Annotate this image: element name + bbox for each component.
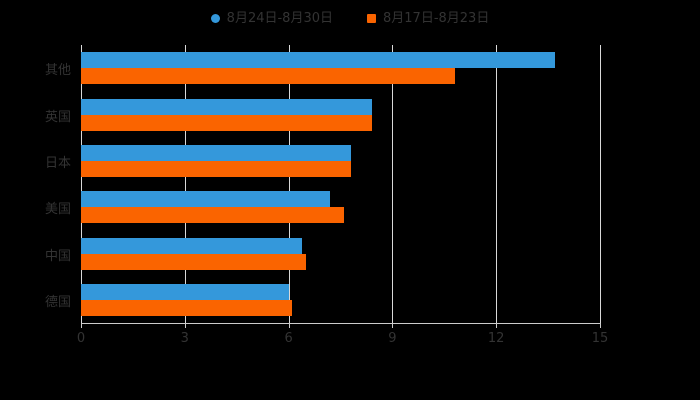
legend-label-series-1: 8月17日-8月23日 bbox=[383, 10, 490, 26]
gridline-x-3 bbox=[184, 45, 186, 323]
bar[interactable] bbox=[81, 160, 351, 177]
x-tick-label: 3 bbox=[180, 331, 189, 346]
bar[interactable] bbox=[81, 253, 306, 270]
legend-item-series-0[interactable]: 8月24日-8月30日 bbox=[210, 10, 333, 26]
gridline-x-15 bbox=[600, 45, 601, 323]
x-tick-label: 15 bbox=[591, 331, 609, 346]
gridline-x-9 bbox=[392, 45, 394, 323]
x-tick-label: 0 bbox=[76, 331, 86, 346]
legend-circle-marker-icon bbox=[210, 13, 220, 23]
y-axis-category-label: 其他 bbox=[44, 63, 71, 79]
bar[interactable] bbox=[81, 144, 351, 161]
legend-item-series-1[interactable]: 8月17日-8月23日 bbox=[367, 12, 489, 25]
x-tick-mark-0 bbox=[81, 323, 82, 328]
gridline-x-12 bbox=[496, 45, 498, 323]
x-tick-label: 12 bbox=[487, 331, 505, 346]
x-tick-mark-9 bbox=[392, 323, 394, 328]
y-axis-category-label: 日本 bbox=[44, 155, 71, 171]
gridline-x-0 bbox=[81, 45, 82, 323]
bar[interactable] bbox=[81, 114, 372, 131]
bar[interactable] bbox=[81, 68, 455, 85]
y-axis-category-label: 德国 bbox=[44, 294, 71, 310]
bar[interactable] bbox=[81, 98, 372, 115]
gridline-x-6 bbox=[288, 45, 290, 323]
y-axis-category-label: 中国 bbox=[44, 248, 71, 264]
y-axis-labels: 其他英国日本美国中国德国 bbox=[0, 45, 71, 323]
bar[interactable] bbox=[81, 299, 293, 316]
x-tick-mark-6 bbox=[288, 323, 290, 328]
bar[interactable] bbox=[81, 207, 344, 224]
x-tick-label: 6 bbox=[284, 331, 293, 346]
plot-area bbox=[81, 45, 601, 323]
legend-square-marker-icon bbox=[367, 13, 376, 23]
x-tick-mark-3 bbox=[184, 323, 186, 328]
bar[interactable] bbox=[81, 237, 303, 254]
x-tick-label: 9 bbox=[388, 331, 397, 346]
x-axis-line bbox=[81, 323, 601, 324]
bar[interactable] bbox=[81, 52, 556, 69]
bar[interactable] bbox=[81, 283, 289, 300]
y-axis-category-label: 英国 bbox=[44, 109, 71, 125]
legend-label-series-0: 8月24日-8月30日 bbox=[226, 10, 333, 26]
chart-legend: 8月24日-8月30日 8月17日-8月23日 bbox=[0, 8, 700, 28]
y-axis-category-label: 美国 bbox=[44, 202, 71, 218]
x-tick-mark-12 bbox=[496, 323, 498, 328]
x-tick-mark-15 bbox=[600, 323, 601, 328]
bar[interactable] bbox=[81, 191, 331, 208]
